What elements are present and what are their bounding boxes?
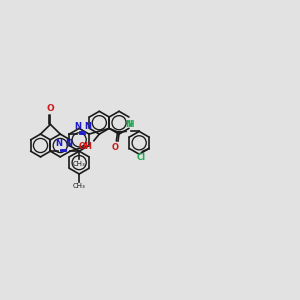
Text: N: N xyxy=(55,140,62,148)
Text: O: O xyxy=(112,143,119,152)
Text: CH₃: CH₃ xyxy=(73,183,85,189)
Text: O: O xyxy=(46,104,54,113)
Text: N: N xyxy=(65,140,72,148)
Text: N: N xyxy=(125,120,132,129)
Text: CH₃: CH₃ xyxy=(73,160,85,166)
Text: N: N xyxy=(74,122,81,131)
Text: N: N xyxy=(84,122,91,131)
Text: OH: OH xyxy=(79,142,92,152)
Text: H: H xyxy=(128,120,134,129)
Text: Cl: Cl xyxy=(137,153,146,162)
